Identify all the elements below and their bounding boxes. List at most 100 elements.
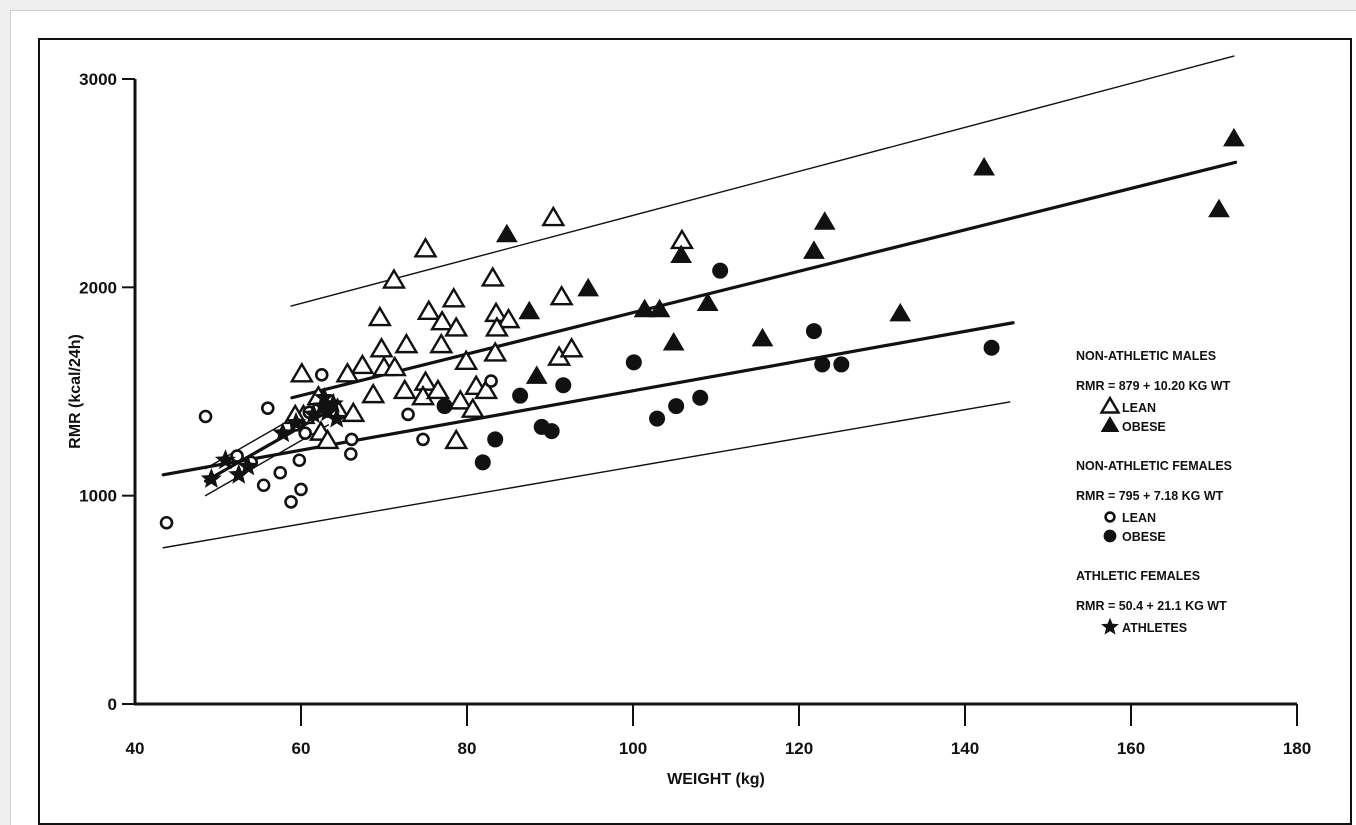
open-circle-marker: [284, 495, 298, 509]
filled-circle-marker: [1103, 529, 1117, 543]
open-triangle-marker: [394, 332, 419, 354]
x-tick-label: 140: [951, 739, 979, 758]
regression-line: [290, 55, 1235, 307]
filled-triangle-marker: [696, 292, 719, 311]
filled-circle-marker: [805, 323, 822, 340]
open-triangle-marker: [541, 205, 566, 227]
filled-triangle-marker: [751, 327, 774, 347]
open-triangle-marker: [413, 236, 438, 258]
legend: NON-ATHLETIC MALES RMR = 879 + 10.20 KG W…: [1076, 349, 1232, 635]
open-circle-marker: [294, 482, 308, 497]
filled-triangle-marker: [577, 277, 600, 297]
legend-equation: RMR = 879 + 10.20 KG WT: [1076, 379, 1231, 393]
y-tick-label: 1000: [79, 487, 117, 506]
legend-entry-label: LEAN: [1122, 401, 1156, 415]
legend-heading: NON-ATHLETIC MALES: [1076, 349, 1216, 363]
open-triangle-marker: [1099, 395, 1121, 414]
legend-entry-label: OBESE: [1122, 420, 1166, 434]
x-tick-label: 40: [126, 739, 145, 758]
open-circle-marker: [260, 401, 275, 415]
open-triangle-marker: [454, 349, 479, 370]
legend-equation: RMR = 50.4 + 21.1 KG WT: [1076, 599, 1227, 613]
x-tick-label: 100: [619, 739, 647, 758]
filled-circle-marker: [668, 398, 685, 415]
star-marker: [215, 449, 236, 470]
open-triangle-marker: [496, 307, 521, 329]
filled-triangle-marker: [633, 298, 656, 318]
regression-line: [162, 401, 1011, 549]
open-triangle-marker: [549, 284, 574, 306]
open-triangle-marker: [483, 341, 508, 362]
filled-circle-marker: [474, 454, 491, 471]
filled-circle-marker: [512, 387, 529, 404]
legend-entry-label: OBESE: [1122, 530, 1166, 544]
filled-circle-marker: [983, 339, 1000, 356]
open-circle-marker: [344, 432, 359, 447]
open-triangle-marker: [460, 397, 485, 418]
star-marker: [237, 455, 259, 476]
filled-circle-marker: [712, 262, 729, 279]
y-tick-label: 0: [108, 695, 117, 714]
open-circle-marker: [484, 374, 498, 388]
open-triangle-marker: [473, 378, 499, 400]
filled-circle-marker: [625, 354, 642, 371]
open-triangle-marker: [335, 361, 360, 383]
open-circle-marker: [298, 426, 312, 440]
filled-triangle-marker: [670, 244, 693, 264]
open-triangle-marker: [441, 286, 466, 308]
filled-triangle-marker: [1100, 416, 1120, 432]
star-marker: [303, 403, 324, 424]
star-marker: [285, 411, 307, 432]
open-triangle-marker: [315, 428, 340, 450]
star-marker: [326, 407, 348, 428]
open-triangle-marker: [341, 401, 366, 423]
open-circle-marker: [230, 449, 244, 463]
open-triangle-marker: [369, 336, 394, 358]
regression-line: [290, 160, 1238, 400]
star-marker: [200, 468, 222, 488]
star-marker: [228, 463, 250, 484]
open-triangle-marker: [382, 355, 407, 377]
open-circle-marker: [273, 465, 288, 480]
open-triangle-marker: [444, 428, 469, 450]
x-tick-label: 180: [1283, 739, 1311, 758]
filled-triangle-marker: [803, 240, 825, 259]
open-circle-marker: [401, 407, 415, 422]
star-marker: [312, 395, 333, 415]
filled-circle-marker: [436, 398, 453, 415]
legend-heading: ATHLETIC FEMALES: [1076, 569, 1200, 583]
star-marker: [1101, 617, 1119, 635]
open-triangle-marker: [350, 353, 375, 375]
star-marker: [272, 422, 294, 443]
data-points: [159, 127, 1245, 530]
legend-heading: NON-ATHLETIC FEMALES: [1076, 459, 1232, 473]
figure-frame: [38, 38, 1352, 825]
open-triangle-marker: [413, 370, 438, 391]
filled-triangle-marker: [889, 302, 912, 322]
filled-triangle-marker: [973, 157, 995, 176]
x-tick-label: 80: [458, 739, 477, 758]
filled-circle-marker: [814, 356, 831, 373]
open-circle-marker: [256, 478, 271, 493]
filled-triangle-marker: [525, 365, 548, 384]
x-tick-label: 120: [785, 739, 813, 758]
open-triangle-marker: [430, 309, 455, 331]
legend-entry-label: ATHLETES: [1122, 621, 1187, 635]
x-tick-label: 60: [292, 739, 311, 758]
page: [10, 10, 1356, 825]
filled-circle-marker: [649, 410, 666, 427]
y-tick-label: 3000: [79, 70, 117, 89]
open-triangle-marker: [559, 336, 584, 358]
open-triangle-marker: [444, 316, 469, 337]
filled-triangle-marker: [495, 223, 518, 243]
filled-triangle-marker: [813, 211, 836, 230]
open-circle-marker: [343, 447, 358, 461]
x-tick-label: 160: [1117, 739, 1145, 758]
filled-triangle-marker: [648, 298, 671, 318]
star-marker: [313, 386, 335, 407]
star-marker: [322, 393, 344, 413]
open-triangle-marker: [416, 299, 441, 320]
legend-entry-label: LEAN: [1122, 511, 1156, 525]
regression-lines: [161, 55, 1238, 549]
x-axis-title: WEIGHT (kg): [667, 771, 765, 788]
